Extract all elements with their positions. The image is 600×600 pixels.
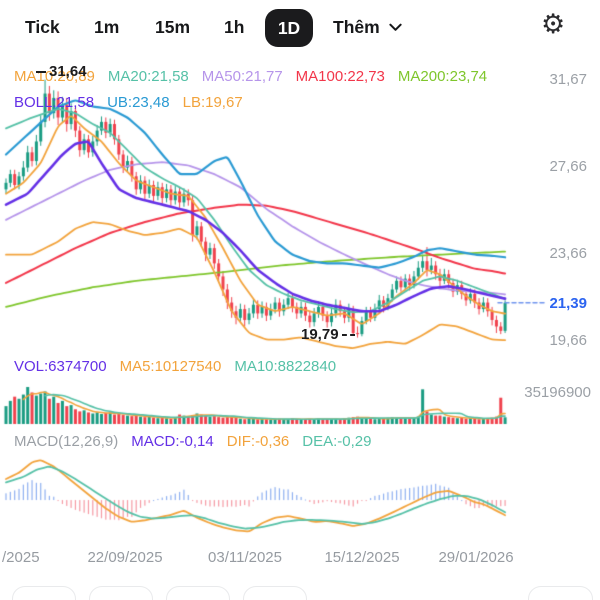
- price-axis-tick: 31,67: [549, 71, 587, 88]
- timeframe-tab-1m[interactable]: 1m: [94, 17, 120, 37]
- vol-ma10-label: MA10:8822840: [234, 358, 337, 375]
- high-price-annotation-text: 31,64: [49, 63, 87, 80]
- date-axis-label: 03/11/2025: [208, 549, 282, 566]
- timeframe-tab-1d-selected[interactable]: 1D: [265, 9, 313, 47]
- bottom-action-button[interactable]: [89, 586, 153, 600]
- current-price-label: 21,39: [549, 295, 587, 312]
- macd-params-label: MACD(12,26,9): [14, 433, 119, 450]
- ma50-label: MA50:21,77: [201, 68, 283, 85]
- volume-indicator-row: VOL:6374700 MA5:10127540 MA10:8822840: [14, 358, 336, 375]
- timeframe-toolbar: Tick 1m 15m 1h 1D Thêm ⚙: [0, 0, 600, 58]
- annotation-dash: [341, 333, 355, 336]
- vol-ma5-label: MA5:10127540: [119, 358, 222, 375]
- date-axis-label: 29/01/2026: [438, 549, 514, 566]
- more-label: Thêm: [333, 17, 380, 37]
- timeframe-tab-1h[interactable]: 1h: [224, 17, 245, 37]
- chevron-down-icon: [389, 23, 402, 31]
- date-axis-label: 22/09/2025: [87, 549, 163, 566]
- bottom-action-button[interactable]: [166, 586, 230, 600]
- more-timeframes-button[interactable]: Thêm: [333, 17, 402, 38]
- boll-ub-label: UB:23,48: [107, 94, 170, 111]
- volume-axis-max-label: 35196900: [524, 384, 591, 401]
- high-price-annotation: 31,64: [36, 63, 87, 80]
- date-axis-label: /2025: [2, 549, 40, 566]
- boll-label: BOLL:21,58: [14, 94, 95, 111]
- timeframe-tab-tick[interactable]: Tick: [25, 17, 60, 37]
- low-price-annotation-text: 19,79: [301, 326, 339, 343]
- ma100-label: MA100:22,73: [295, 68, 385, 85]
- ma200-label: MA200:23,74: [397, 68, 488, 85]
- annotation-dash: [36, 70, 46, 73]
- ma20-label: MA20:21,58: [107, 68, 189, 85]
- settings-gear-button[interactable]: ⚙: [541, 9, 566, 39]
- bottom-action-button[interactable]: [12, 586, 76, 600]
- macd-dif-label: DIF:-0,36: [226, 433, 290, 450]
- price-axis-tick: 19,66: [549, 332, 587, 349]
- macd-indicator-row: MACD(12,26,9) MACD:-0,14 DIF:-0,36 DEA:-…: [14, 433, 371, 450]
- vol-label: VOL:6374700: [14, 358, 107, 375]
- ma10-label: MA10:20,89: [14, 68, 95, 85]
- timeframe-tab-15m[interactable]: 15m: [155, 17, 191, 37]
- price-axis-tick: 27,66: [549, 158, 587, 175]
- bottom-action-button[interactable]: [528, 586, 593, 600]
- bottom-action-button[interactable]: [243, 586, 307, 600]
- date-axis-label: 15/12/2025: [324, 549, 400, 566]
- boll-lb-label: LB:19,67: [182, 94, 243, 111]
- macd-value-label: MACD:-0,14: [131, 433, 214, 450]
- boll-indicator-row: BOLL:21,58 UB:23,48 LB:19,67: [14, 94, 243, 111]
- low-price-annotation: 19,79: [301, 326, 355, 343]
- price-axis-tick: 23,66: [549, 245, 587, 262]
- ma-indicator-row: MA10:20,89 MA20:21,58 MA50:21,77 MA100:2…: [14, 68, 487, 85]
- macd-dea-label: DEA:-0,29: [302, 433, 372, 450]
